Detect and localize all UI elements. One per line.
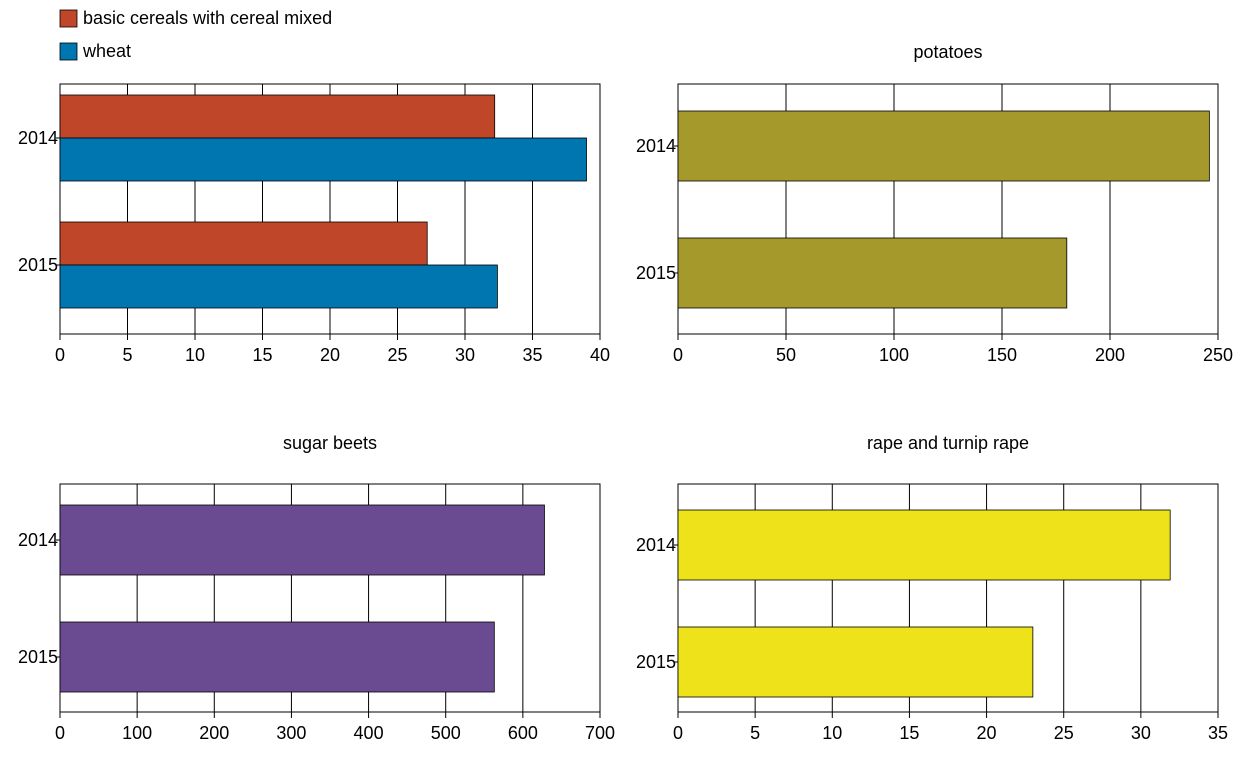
x-tick-label: 25	[387, 345, 407, 365]
x-tick-label: 35	[522, 345, 542, 365]
category-label: 2014	[636, 136, 676, 156]
x-tick-label: 35	[1208, 723, 1228, 743]
legend-label: basic cereals with cereal mixed	[83, 8, 332, 28]
x-tick-label: 600	[508, 723, 538, 743]
x-tick-label: 200	[1095, 345, 1125, 365]
x-tick-label: 15	[899, 723, 919, 743]
x-tick-label: 40	[590, 345, 610, 365]
x-tick-label: 250	[1203, 345, 1233, 365]
bar-2015-1	[59, 264, 498, 309]
chart-title: potatoes	[913, 42, 982, 62]
x-tick-label: 5	[122, 345, 132, 365]
x-tick-label: 100	[879, 345, 909, 365]
x-tick-label: 0	[673, 345, 683, 365]
category-label: 2015	[636, 652, 676, 672]
legend-swatch	[59, 42, 78, 61]
x-tick-label: 30	[1131, 723, 1151, 743]
x-tick-label: 400	[354, 723, 384, 743]
bar-2014-0	[59, 94, 496, 139]
x-tick-label: 25	[1054, 723, 1074, 743]
category-label: 2014	[18, 128, 58, 148]
category-label: 2014	[18, 530, 58, 550]
x-tick-label: 500	[431, 723, 461, 743]
chart-panel-3: 2014 2015 0 5 10 15 20 25 30 35 rape and turnip ra…	[636, 433, 1228, 743]
x-tick-label: 0	[55, 345, 65, 365]
bar-2015-0	[59, 221, 428, 266]
chart-title: sugar beets	[283, 433, 377, 453]
bar-2015-0	[677, 626, 1034, 698]
chart-panel-1: 2014 2015 0 50 100 150 200 250 potatoes	[636, 42, 1233, 365]
bar-2014-0	[677, 509, 1171, 581]
category-label: 2015	[636, 263, 676, 283]
x-tick-label: 0	[55, 723, 65, 743]
legend-swatch	[59, 9, 78, 28]
x-tick-label: 300	[276, 723, 306, 743]
bar-2014-0	[59, 504, 545, 576]
x-tick-label: 5	[750, 723, 760, 743]
x-tick-label: 20	[977, 723, 997, 743]
category-label: 2015	[18, 647, 58, 667]
chart-panel-2: 2014 2015 0 100 200 300 400 500 600 700 sugar beet…	[18, 433, 615, 743]
bar-2015-0	[677, 237, 1068, 309]
x-tick-label: 10	[185, 345, 205, 365]
x-tick-label: 0	[673, 723, 683, 743]
bar-2014-1	[59, 137, 587, 182]
x-tick-label: 200	[199, 723, 229, 743]
x-tick-label: 30	[455, 345, 475, 365]
bar-2014-0	[677, 110, 1210, 182]
x-tick-label: 20	[320, 345, 340, 365]
legend: basic cereals with cereal mixed wheat	[59, 8, 332, 61]
category-label: 2014	[636, 535, 676, 555]
category-label: 2015	[18, 255, 58, 275]
x-tick-label: 100	[122, 723, 152, 743]
x-tick-label: 150	[987, 345, 1017, 365]
x-tick-label: 10	[822, 723, 842, 743]
x-tick-label: 50	[776, 345, 796, 365]
legend-label: wheat	[82, 41, 131, 61]
x-tick-label: 700	[585, 723, 615, 743]
bar-2015-0	[59, 621, 495, 693]
x-tick-label: 15	[252, 345, 272, 365]
chart-panel-0: 2014 2015 0 5 10 15 20 25 30 35 40	[18, 83, 610, 365]
chart-title: rape and turnip rape	[867, 433, 1029, 453]
